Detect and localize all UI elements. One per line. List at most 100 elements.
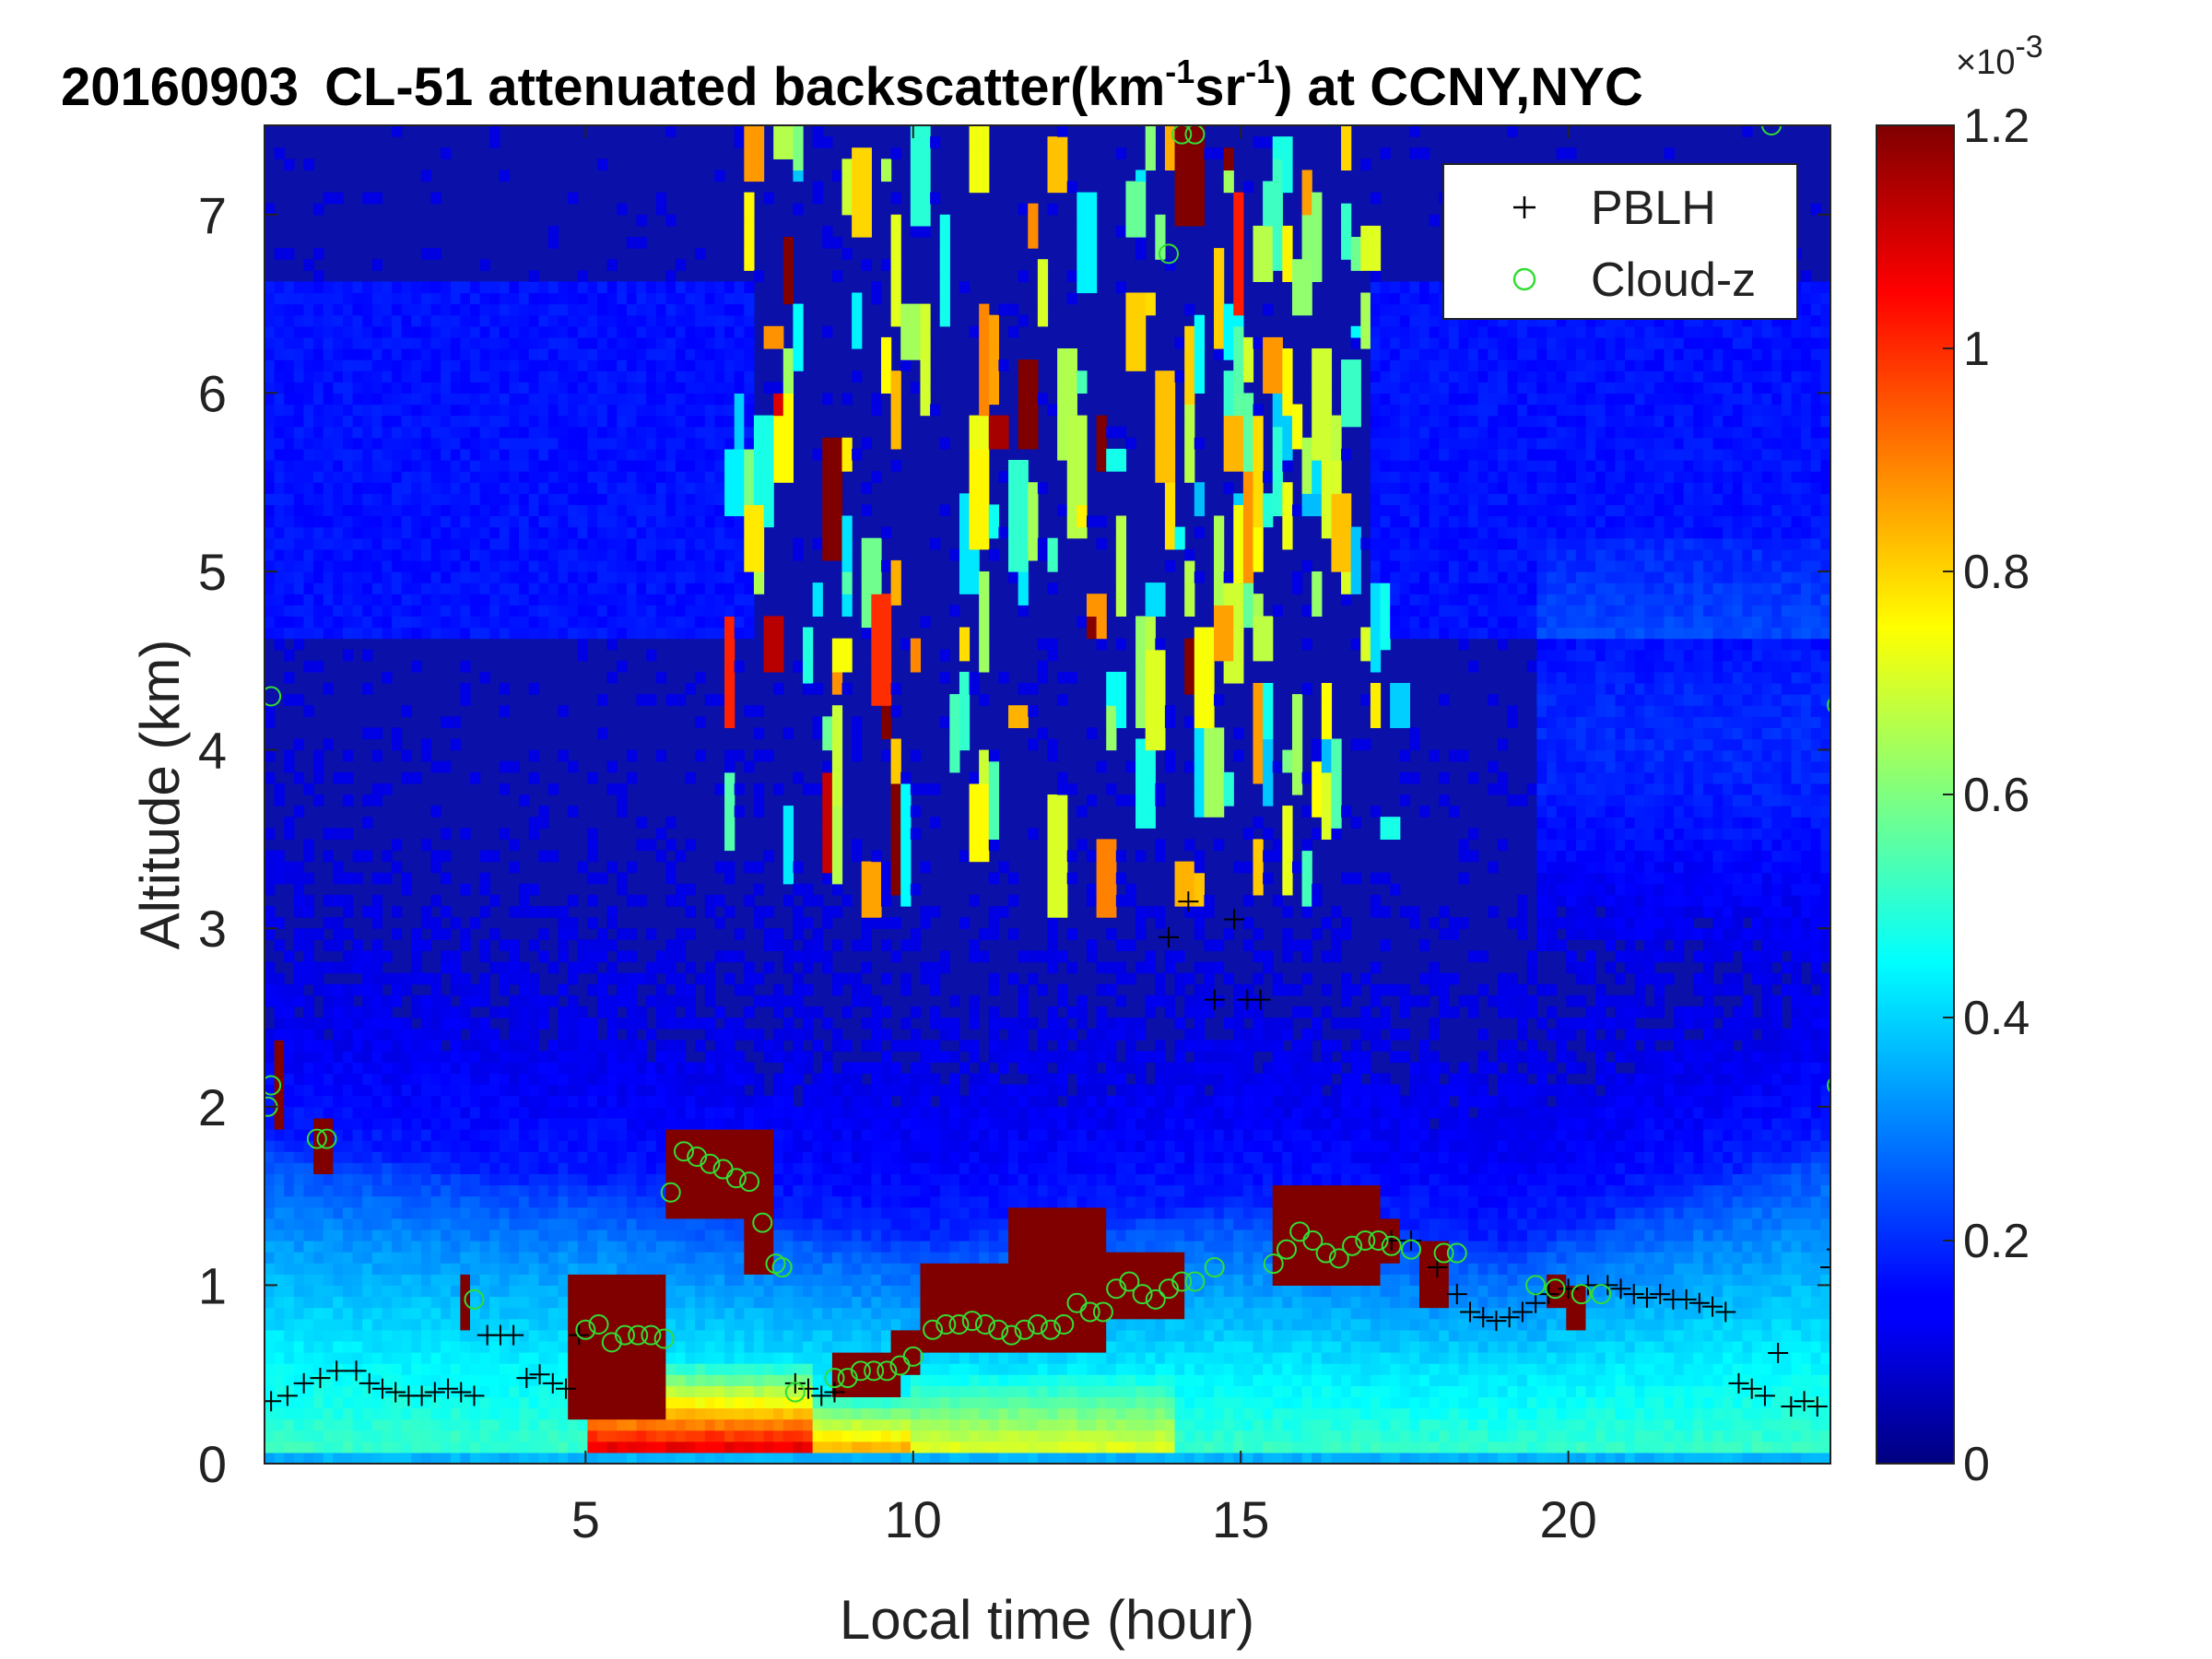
heatmap-cell [568, 1073, 579, 1086]
heatmap-cell [362, 1396, 373, 1409]
heatmap-cell [636, 817, 647, 829]
heatmap-cell [714, 1340, 725, 1353]
heatmap-cell [460, 1040, 471, 1052]
heatmap-cell [646, 281, 657, 294]
heatmap-cell [528, 749, 539, 762]
heatmap-cell [695, 1018, 706, 1030]
heatmap-cell [597, 537, 608, 550]
heatmap-cell [430, 336, 441, 349]
heatmap-cell [392, 1340, 403, 1353]
heatmap-cell [803, 782, 814, 795]
heatmap-cell [489, 1452, 500, 1464]
heatmap-cell [646, 371, 657, 382]
heatmap-cell [430, 1418, 441, 1431]
heatmap-cell [753, 1263, 765, 1275]
heatmap-cell [587, 1173, 598, 1186]
heatmap-cell [401, 1018, 412, 1030]
heatmap-cell [568, 515, 579, 528]
heatmap-cell [734, 1162, 745, 1174]
heatmap-cell [558, 314, 569, 327]
heatmap-cell [499, 1051, 511, 1063]
heatmap-cell [382, 292, 393, 305]
heatmap-cell [871, 872, 882, 885]
heatmap-cell [489, 336, 500, 349]
heatmap-cell [333, 1095, 344, 1108]
heatmap-cell [636, 1117, 647, 1130]
heatmap-cell [636, 1430, 647, 1442]
heatmap-cell [342, 771, 354, 784]
heatmap-cell [313, 371, 324, 382]
heatmap-cell [880, 1218, 892, 1230]
heatmap-cell [880, 1195, 892, 1208]
heatmap-cell [293, 1452, 305, 1464]
heatmap-cell [704, 1241, 716, 1253]
heatmap-cell [773, 1374, 784, 1386]
heatmap-cell [606, 1452, 618, 1464]
heatmap-cell [499, 537, 511, 550]
heatmap-cell [528, 515, 539, 528]
heatmap-cell [704, 906, 716, 918]
heatmap-cell [293, 537, 305, 550]
heatmap-cell [606, 281, 618, 294]
heatmap-cell [333, 548, 344, 561]
heatmap-cell [371, 292, 383, 305]
heatmap-cell [441, 1029, 452, 1041]
heatmap-cell [704, 983, 716, 996]
heatmap-cell [420, 1452, 432, 1464]
heatmap-cell [617, 493, 628, 505]
heatmap-cell [284, 1296, 295, 1309]
heatmap-cell [519, 1274, 530, 1286]
heatmap-cell [441, 371, 452, 382]
heatmap-cell [695, 1073, 706, 1086]
heatmap-cell [352, 1151, 363, 1163]
heatmap-cell [597, 1329, 608, 1342]
heatmap-cell [852, 448, 863, 461]
heatmap-cell [655, 325, 666, 338]
heatmap-cell [606, 1018, 618, 1030]
heatmap-cell [704, 1363, 716, 1375]
heatmap-cell [265, 336, 276, 349]
heatmap-cell [841, 649, 853, 662]
heatmap-cell [871, 1296, 882, 1309]
heatmap-cell [528, 683, 539, 695]
heatmap-cell [724, 683, 735, 695]
heatmap-cell [646, 1374, 657, 1386]
heatmap-cell [430, 1184, 441, 1197]
heatmap-cell [626, 1162, 638, 1174]
heatmap-cell [626, 336, 638, 349]
heatmap-cell [509, 616, 520, 629]
heatmap-cell [685, 1252, 696, 1264]
heatmap-cell [782, 404, 794, 417]
heatmap-cell [430, 928, 441, 940]
heatmap-cell [675, 548, 687, 561]
heatmap-cell [342, 1173, 354, 1186]
heatmap-cell [626, 950, 638, 963]
heatmap-cell [499, 683, 511, 695]
heatmap-cell [714, 415, 725, 428]
heatmap-cell [871, 994, 882, 1007]
heatmap-cell [822, 237, 833, 249]
heatmap-cell [333, 828, 344, 840]
heatmap-cell [371, 471, 383, 483]
heatmap-cell [734, 594, 745, 606]
heatmap-cell [597, 983, 608, 996]
heatmap-cell [744, 393, 755, 406]
heatmap-cell [617, 928, 628, 940]
heatmap-cell [362, 1363, 373, 1375]
heatmap-cell [411, 1029, 422, 1041]
heatmap-cell [333, 493, 344, 505]
heatmap-cell [265, 616, 276, 629]
heatmap-cell [460, 393, 471, 406]
heatmap-cell [587, 894, 598, 907]
heatmap-cell [646, 571, 657, 583]
heatmap-cell [753, 504, 765, 517]
heatmap-cell [362, 1407, 373, 1420]
heatmap-cell [460, 559, 471, 572]
heatmap-cell [519, 1195, 530, 1208]
heatmap-cell [812, 1184, 823, 1197]
heatmap-cell [323, 426, 334, 439]
heatmap-cell [812, 594, 823, 606]
heatmap-cell [665, 1418, 677, 1431]
heatmap-cell [528, 437, 539, 450]
heatmap-cell [793, 1006, 804, 1018]
